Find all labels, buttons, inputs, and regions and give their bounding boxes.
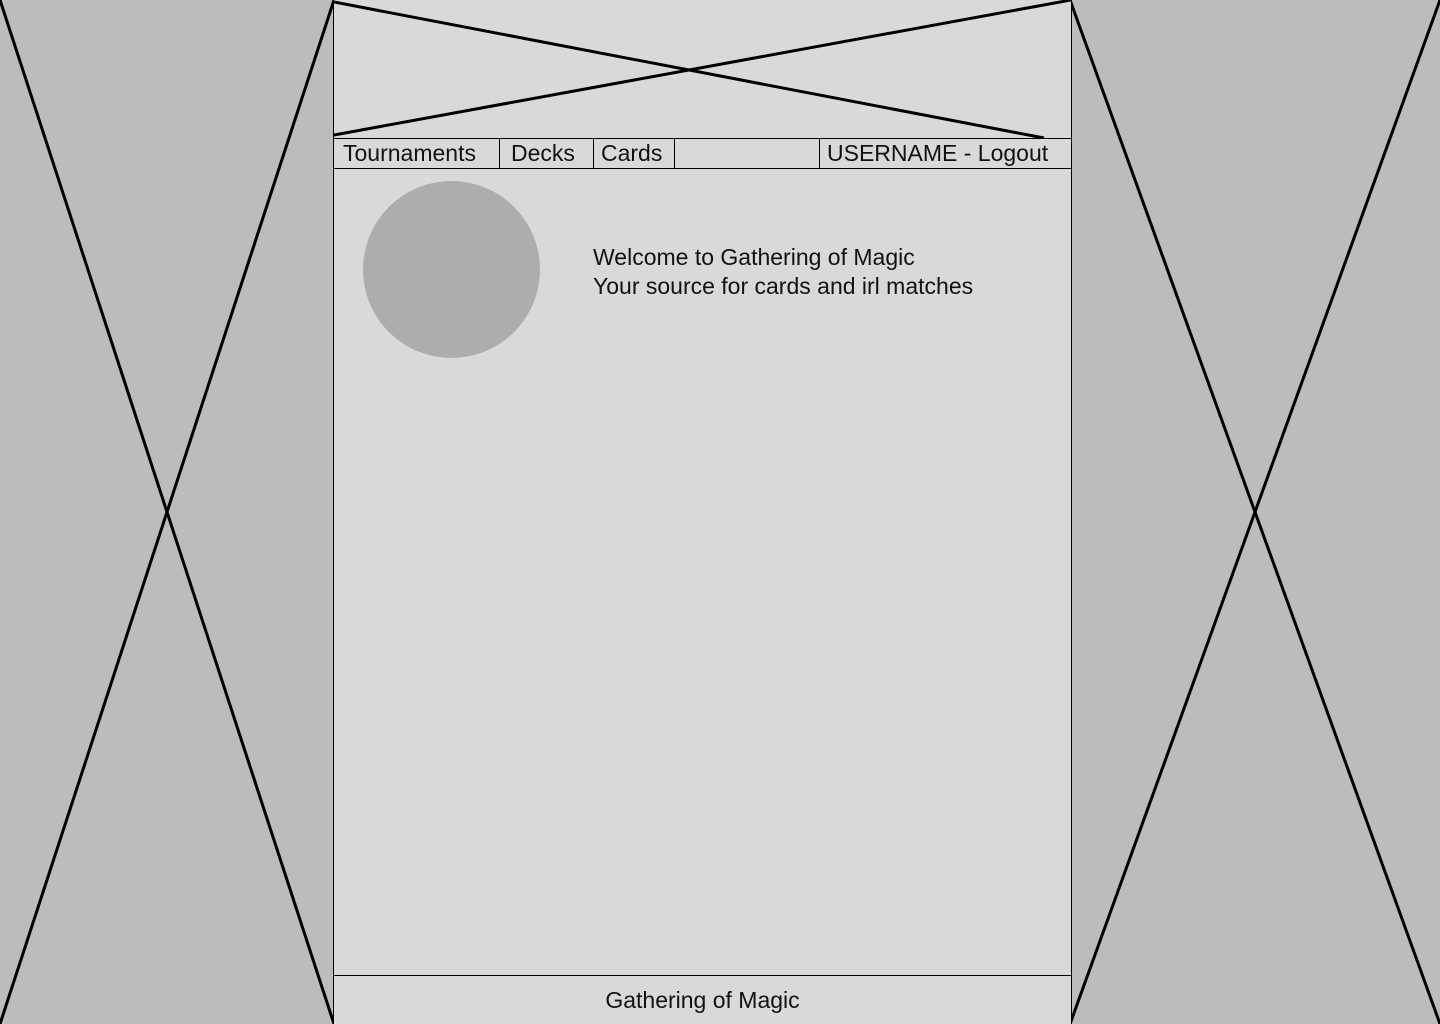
banner-image-placeholder [334, 0, 1071, 138]
welcome-tagline: Your source for cards and irl matches [593, 273, 974, 299]
banner-placeholder-cross [334, 0, 1071, 138]
left-placeholder-cross [0, 0, 334, 1024]
nav-spacer [675, 139, 820, 168]
footer: Gathering of Magic [334, 975, 1071, 1024]
welcome-block: Welcome to Gathering of Magic Your sourc… [593, 243, 973, 301]
nav-decks[interactable]: Decks [500, 139, 594, 168]
left-image-placeholder [0, 0, 334, 1024]
right-placeholder-cross [1070, 0, 1440, 1024]
welcome-heading: Welcome to Gathering of Magic [593, 244, 915, 270]
nav-cards[interactable]: Cards [594, 139, 675, 168]
main-page: Tournaments Decks Cards USERNAME - Logou… [333, 0, 1072, 1024]
user-logout-link[interactable]: USERNAME - Logout [827, 140, 1049, 166]
nav-tournaments[interactable]: Tournaments [334, 139, 500, 168]
avatar [363, 181, 540, 358]
footer-text: Gathering of Magic [605, 987, 800, 1013]
right-image-placeholder [1070, 0, 1440, 1024]
top-navigation: Tournaments Decks Cards USERNAME - Logou… [334, 138, 1071, 169]
